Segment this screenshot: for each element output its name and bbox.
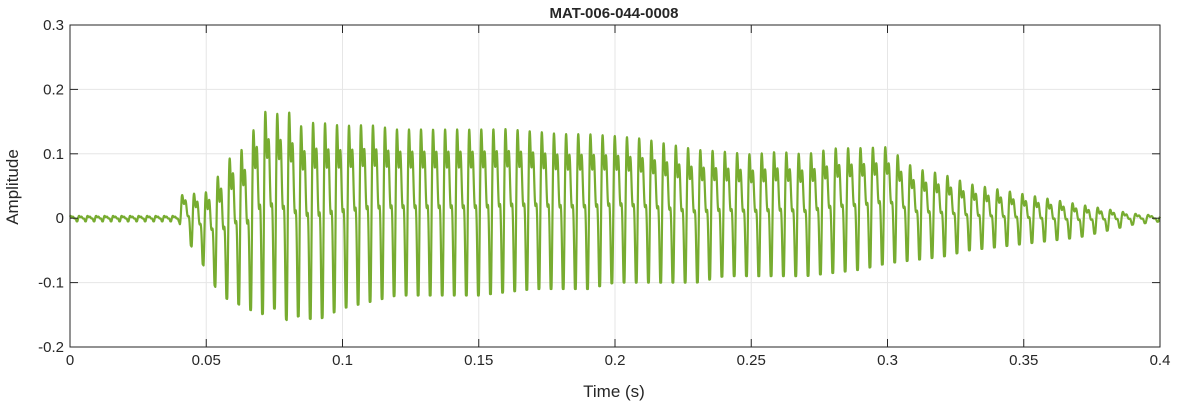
x-tick-label: 0.1 <box>332 352 353 369</box>
y-axis-label: Amplitude <box>3 149 22 225</box>
x-tick-label: 0.35 <box>1009 352 1038 369</box>
y-tick-label: 0.2 <box>43 81 64 98</box>
y-tick-label: 0.1 <box>43 146 64 163</box>
x-tick-label: 0.05 <box>192 352 221 369</box>
x-tick-label: 0.4 <box>1150 352 1171 369</box>
x-tick-label: 0.15 <box>464 352 493 369</box>
x-tick-label: 0 <box>66 352 74 369</box>
waveform-line <box>68 110 1162 322</box>
y-tick-label: -0.1 <box>38 275 64 292</box>
chart-title: MAT-006-044-0008 <box>550 5 679 22</box>
x-tick-label: 0.2 <box>605 352 626 369</box>
y-tick-label: 0.3 <box>43 17 64 34</box>
x-axis-label: Time (s) <box>583 382 645 401</box>
y-tick-label: 0 <box>56 210 64 227</box>
x-tick-label: 0.3 <box>877 352 898 369</box>
x-tick-label: 0.25 <box>737 352 766 369</box>
y-tick-label: -0.2 <box>38 339 64 356</box>
